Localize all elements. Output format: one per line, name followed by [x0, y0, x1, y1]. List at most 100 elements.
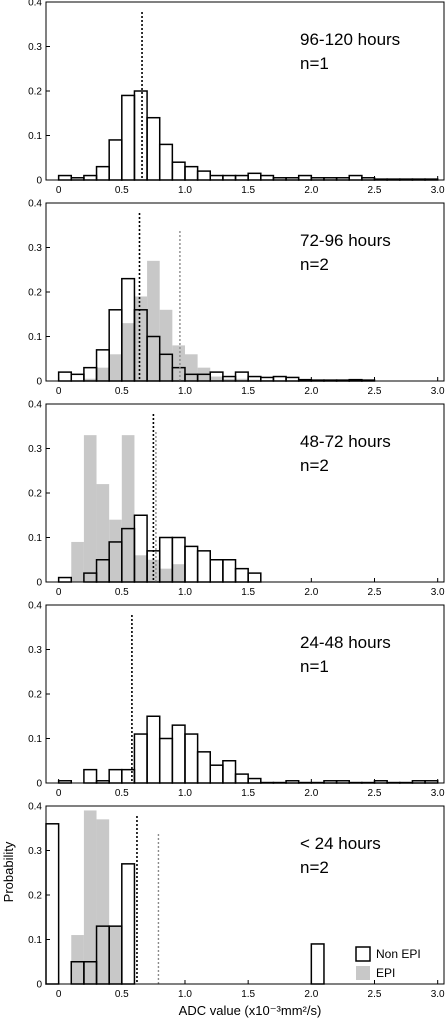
nonepi-bar	[222, 174, 237, 181]
nonepi-bar	[171, 161, 186, 181]
x-tick-label: 1.5	[241, 989, 255, 1000]
x-tick-label: 0.5	[115, 788, 129, 799]
epi-bar	[184, 354, 198, 381]
panel-frame	[45, 1, 445, 181]
y-tick-label: 0.4	[28, 400, 42, 411]
panel-3: 0 0.1 0.2 0.3 0.4 0 0.5 1.0 1.5 2.0 2.5 3.0 48-72 ho…	[28, 400, 445, 599]
panel-n-label: n=2	[300, 858, 329, 877]
x-tick-label: 2.0	[304, 989, 318, 1000]
nonepi-bar	[260, 376, 275, 382]
nonepi-bar	[158, 737, 174, 784]
y-tick-label: 0.2	[28, 489, 42, 500]
y-tick-label: 0.3	[28, 846, 42, 857]
panel-title: 48-72 hours	[300, 432, 391, 451]
nonepi-bar	[83, 768, 98, 784]
epi-bar	[210, 376, 223, 381]
epi-bar	[96, 819, 110, 984]
y-tick-label: 0	[36, 377, 42, 388]
x-tick-label: 1.0	[178, 788, 192, 799]
epi-bar	[96, 367, 110, 381]
nonepi-bar	[196, 550, 212, 583]
nonepi-bar	[209, 764, 224, 784]
nonepi-bar	[146, 715, 161, 784]
y-tick-label: 0.1	[28, 734, 42, 745]
x-tick-label: 0	[56, 788, 62, 799]
nonepi-bar	[171, 724, 186, 784]
x-tick-label: 1.5	[241, 185, 255, 196]
y-tick-label: 0.3	[28, 42, 42, 53]
x-tick-label: 1.0	[178, 185, 192, 196]
nonepi-bar	[247, 375, 262, 382]
epi-bar	[71, 935, 84, 984]
panel-frame	[45, 202, 445, 382]
x-tick-label: 2.5	[368, 788, 382, 799]
nonepi-bar	[285, 376, 300, 382]
x-tick-label: 0	[56, 185, 62, 196]
epi-bar	[159, 568, 173, 582]
nonepi-bar	[146, 116, 161, 181]
epi-bar	[121, 435, 135, 582]
epi-bar	[109, 354, 122, 381]
x-tick-label: 2.0	[304, 185, 318, 196]
epi-bar	[159, 309, 173, 381]
nonepi-bar	[297, 174, 313, 181]
x-tick-label: 1.0	[178, 989, 192, 1000]
y-tick-label: 0.4	[28, 601, 42, 612]
nonepi-bar	[57, 174, 73, 181]
x-tick-label: 0	[56, 587, 62, 598]
x-tick-label: 3.0	[431, 587, 445, 598]
epi-bar	[134, 296, 148, 381]
y-tick-label: 0.1	[28, 332, 42, 343]
panel-title: 24-48 hours	[300, 633, 391, 652]
epi-bar	[83, 810, 97, 984]
epi-bar	[134, 555, 148, 582]
y-tick-label: 0.1	[28, 533, 42, 544]
nonepi-bar	[260, 174, 275, 181]
panel-n-label: n=2	[300, 456, 329, 475]
nonepi-bar	[184, 733, 199, 784]
y-tick-label: 0.4	[28, 0, 42, 9]
nonepi-bar	[83, 174, 98, 181]
nonepi-bar	[108, 139, 123, 181]
nonepi-bar	[57, 576, 73, 583]
x-tick-label: 2.0	[304, 386, 318, 397]
x-tick-label: 0.5	[115, 989, 129, 1000]
y-axis-title: Probability	[1, 841, 16, 902]
y-tick-label: 0.2	[28, 87, 42, 98]
x-tick-label: 3.0	[431, 386, 445, 397]
y-tick-label: 0.2	[28, 690, 42, 701]
legend-swatch-nonepi	[355, 946, 371, 962]
nonepi-bar	[133, 90, 148, 181]
epi-bar	[172, 564, 185, 582]
x-tick-label: 1.5	[241, 788, 255, 799]
panel-frame	[45, 604, 445, 784]
legend-label-nonepi: Non EPI	[376, 947, 421, 961]
panel-n-label: n=2	[300, 255, 329, 274]
nonepi-bar	[196, 170, 212, 181]
nonepi-bar	[184, 545, 199, 583]
x-tick-label: 3.0	[431, 788, 445, 799]
y-tick-label: 0	[36, 578, 42, 589]
x-tick-label: 1.5	[241, 386, 255, 397]
x-tick-label: 3.0	[431, 185, 445, 196]
epi-bar	[235, 378, 249, 381]
nonepi-bar	[158, 143, 174, 181]
panel-title: < 24 hours	[300, 834, 381, 853]
nonepi-bar	[121, 863, 136, 985]
x-tick-label: 2.0	[304, 587, 318, 598]
y-tick-label: 0.4	[28, 802, 42, 813]
nonepi-bar	[57, 371, 73, 382]
nonepi-bar	[70, 373, 85, 382]
nonepi-bar	[310, 943, 325, 985]
x-tick-label: 2.5	[368, 587, 382, 598]
nonepi-bar	[184, 165, 199, 181]
legend-swatch-epi	[356, 966, 370, 980]
x-tick-label: 0	[56, 386, 62, 397]
epi-bar	[71, 541, 84, 582]
y-tick-label: 0.3	[28, 444, 42, 455]
epi-bar	[109, 926, 122, 984]
x-tick-label: 1.5	[241, 587, 255, 598]
y-tick-label: 0.2	[28, 891, 42, 902]
y-tick-label: 0.1	[28, 935, 42, 946]
